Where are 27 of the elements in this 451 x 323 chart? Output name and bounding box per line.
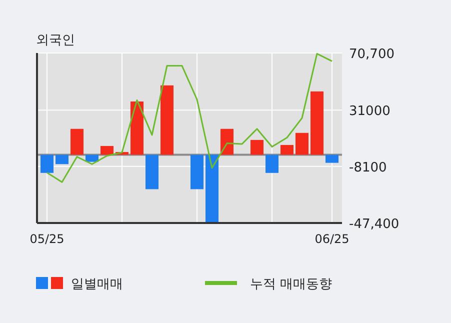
legend-label: 누적 매매동향 bbox=[250, 277, 332, 292]
legend-label: 일별매매 bbox=[71, 277, 123, 292]
bar bbox=[310, 91, 324, 155]
y-tick-label: -8100 bbox=[349, 160, 387, 176]
x-tick-label: 05/25 bbox=[30, 232, 64, 246]
bar bbox=[40, 154, 54, 173]
bar bbox=[130, 102, 144, 155]
x-tick-label: 06/25 bbox=[314, 232, 350, 246]
bar bbox=[190, 154, 204, 190]
bar bbox=[86, 154, 98, 162]
bar bbox=[146, 154, 158, 190]
y-tick-label: 70,700 bbox=[349, 47, 394, 62]
y-tick-label: 31000 bbox=[349, 104, 390, 120]
bar bbox=[100, 146, 114, 155]
bar bbox=[296, 132, 308, 155]
bar bbox=[326, 154, 338, 163]
chart-title: 외국인 bbox=[36, 33, 75, 48]
bar bbox=[280, 144, 294, 155]
bar bbox=[70, 128, 84, 155]
y-tick-label: -47,400 bbox=[349, 217, 400, 232]
bar bbox=[56, 154, 68, 164]
line-series bbox=[46, 52, 333, 183]
bar bbox=[250, 140, 264, 155]
bar bbox=[206, 154, 218, 222]
bar bbox=[220, 128, 234, 155]
bar bbox=[266, 154, 278, 173]
bar bbox=[160, 85, 174, 155]
